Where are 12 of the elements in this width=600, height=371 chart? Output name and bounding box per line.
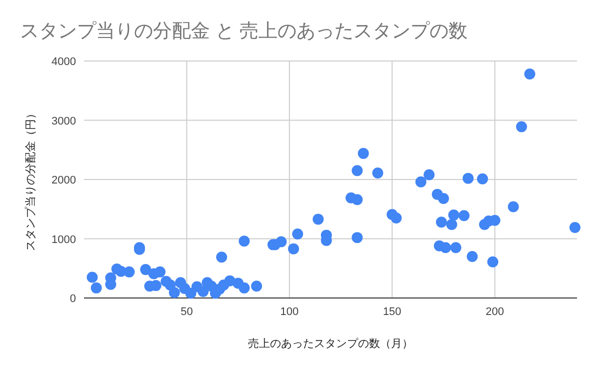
y-tick-label: 1000 [52,234,76,246]
x-tick-label: 200 [486,306,504,318]
y-axis-title: スタンプ当りの分配金（円） [24,108,37,251]
x-axis-title: 売上のあったスタンプの数（月） [248,337,413,350]
x-tick-label: 50 [180,306,193,318]
x-tick-label: 150 [382,306,402,318]
x-tick-label: 100 [280,306,299,318]
y-tick-label: 4000 [52,56,76,68]
y-tick-label: 2000 [52,174,76,186]
chart-title: スタンプ当りの分配金 と 売上のあったスタンプの数 [20,21,468,42]
y-tick-label: 0 [70,293,76,305]
y-tick-label: 3000 [52,115,76,128]
